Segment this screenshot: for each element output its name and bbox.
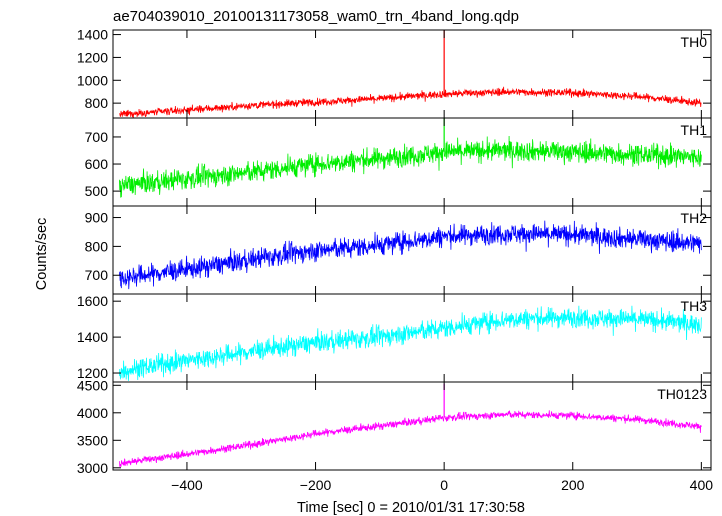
panel-label-th1: TH1: [681, 122, 708, 138]
x-tick-label: −400: [171, 477, 203, 493]
y-tick-label: 700: [85, 267, 109, 283]
y-tick-label: 4000: [77, 405, 108, 421]
y-tick-label: 800: [85, 95, 109, 111]
panel-label-th2: TH2: [681, 210, 708, 226]
x-tick-label: 0: [440, 477, 448, 493]
x-axis-label: Time [sec] 0 = 2010/01/31 17:30:58: [297, 500, 525, 516]
panel-frame: [112, 29, 712, 119]
y-tick-label: 700: [85, 129, 109, 145]
panel-th2: 700 800 900 TH2: [85, 205, 712, 295]
panels-group: 800 1000 1200 1400 TH0 500 600 700 TH1 700 800 900 T…: [77, 27, 713, 493]
panel-frame: [112, 293, 712, 383]
y-axis-label: Counts/sec: [34, 218, 50, 291]
x-tick-label: 400: [690, 477, 714, 493]
x-tick-label: 200: [561, 477, 585, 493]
chart-title: ae704039010_20100131173058_wam0_trn_4ban…: [113, 8, 519, 25]
panel-frame: [112, 381, 712, 471]
series-line-th1: [119, 135, 702, 198]
y-tick-label: 3500: [77, 432, 108, 448]
y-tick-label: 600: [85, 156, 109, 172]
y-tick-label: 1000: [77, 72, 108, 88]
x-tick-label: −200: [300, 477, 332, 493]
panel-th0123: 3000 3500 4000 4500 TH0123: [77, 377, 712, 476]
panel-frame: [112, 205, 712, 295]
y-tick-label: 500: [85, 183, 109, 199]
y-tick-label: 900: [85, 210, 109, 226]
y-tick-label: 4500: [77, 377, 108, 393]
y-tick-label: 1400: [77, 329, 108, 345]
panel-th3: 1200 1400 1600 TH3: [77, 293, 712, 383]
y-tick-label: 1600: [77, 293, 108, 309]
series-line-th2: [119, 220, 702, 290]
panel-label-th0: TH0: [681, 34, 708, 50]
y-tick-label: 1400: [77, 27, 108, 43]
panel-label-th0123: TH0123: [657, 386, 707, 402]
panel-th0: 800 1000 1200 1400 TH0: [77, 27, 712, 119]
series-line-th0123: [119, 410, 702, 467]
y-tick-label: 3000: [77, 460, 108, 476]
series-line-th3: [119, 305, 702, 381]
panel-label-th3: TH3: [681, 298, 708, 314]
y-tick-label: 1200: [77, 49, 108, 65]
y-tick-label: 1200: [77, 365, 108, 381]
y-tick-label: 800: [85, 238, 109, 254]
panel-th1: 500 600 700 TH1: [85, 117, 712, 207]
series-line-th0: [119, 86, 702, 118]
